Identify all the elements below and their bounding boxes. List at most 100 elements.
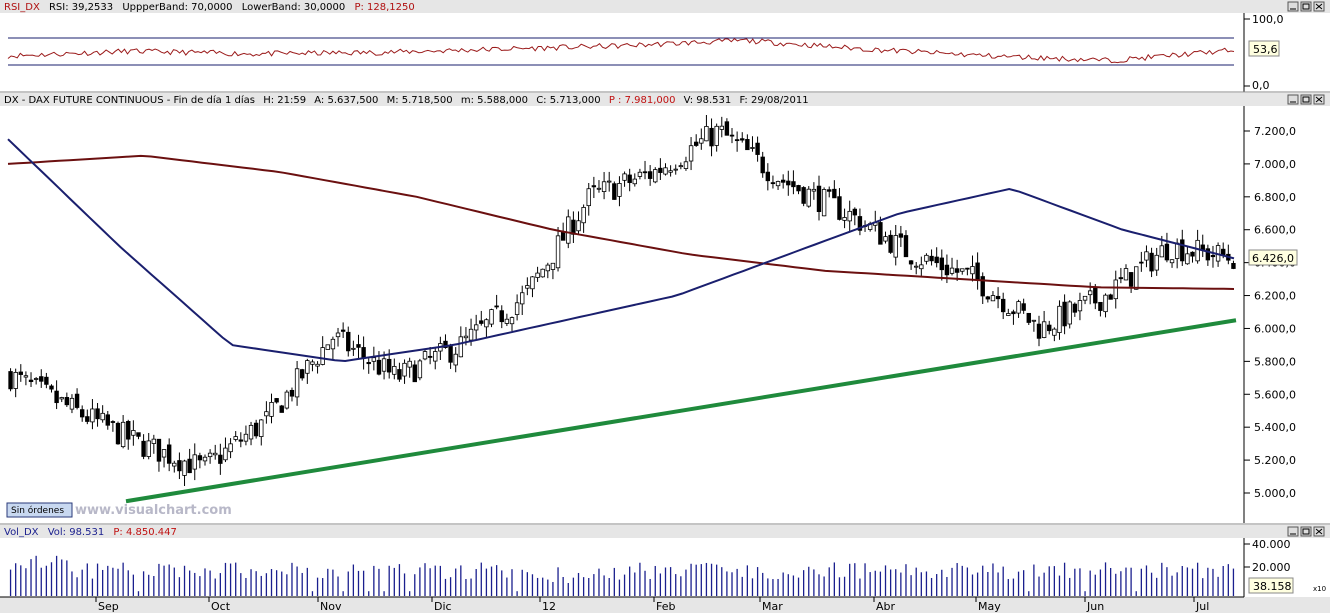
candle <box>960 268 965 275</box>
candle <box>1031 319 1037 332</box>
candle <box>1128 272 1134 293</box>
candle <box>110 420 116 432</box>
candle <box>499 305 504 329</box>
candle <box>453 347 458 373</box>
price-tick-label: 7.000,0 <box>1254 158 1296 171</box>
candle <box>1231 260 1236 270</box>
candle <box>693 134 699 147</box>
x-tick-label: Mar <box>762 600 783 613</box>
candle <box>586 182 591 216</box>
x-tick-label: 12 <box>542 600 556 613</box>
price-tick-label: 6.200,0 <box>1254 290 1296 303</box>
candle <box>310 359 315 372</box>
price-window-buttons[interactable] <box>1287 94 1325 105</box>
moving-average-long <box>7 154 1235 290</box>
candle <box>1077 292 1083 321</box>
candle <box>1026 312 1031 325</box>
candle <box>627 168 632 192</box>
candle <box>172 460 177 473</box>
candle <box>514 294 520 321</box>
candle <box>591 176 597 199</box>
candlesticks <box>8 114 1236 487</box>
x-tick-label: Oct <box>211 600 231 613</box>
rsi-panel: RSI_DX RSI: 39,2533 UppperBand: 70,0000 … <box>0 0 1330 93</box>
candle <box>1185 246 1190 265</box>
price-c: C: 5.713,000 <box>536 95 600 106</box>
candle <box>980 272 985 305</box>
candle <box>305 358 310 384</box>
candle <box>530 276 535 298</box>
candle <box>28 372 34 387</box>
rsi-value: RSI: 39,2533 <box>49 2 113 13</box>
rsi-tick-0: 0,0 <box>1252 79 1270 92</box>
candle <box>724 118 730 136</box>
rsi-current-label: 53,6 <box>1253 43 1278 56</box>
candle <box>555 226 561 272</box>
candle <box>995 287 1001 309</box>
candle <box>161 449 167 468</box>
x-tick-label: Abr <box>876 600 896 613</box>
candle <box>156 438 162 472</box>
candle <box>284 389 290 410</box>
candle <box>699 128 704 150</box>
candle <box>637 168 643 180</box>
candle <box>970 255 975 282</box>
x-tick-label: Sep <box>98 600 119 613</box>
candle <box>33 377 39 385</box>
price-mlow: m: 5.588,000 <box>461 95 528 106</box>
candle <box>402 359 407 384</box>
price-tick-label: 7.200,0 <box>1254 125 1296 138</box>
candle <box>908 260 914 270</box>
candle <box>1052 327 1057 342</box>
candle <box>397 362 402 382</box>
candle <box>371 346 377 371</box>
candle <box>525 277 530 296</box>
volume-window-buttons[interactable] <box>1287 526 1325 537</box>
candle <box>136 432 141 440</box>
price-f: F: 29/08/2011 <box>739 95 808 106</box>
candle <box>325 344 330 350</box>
candle <box>1195 229 1200 264</box>
candle <box>596 180 602 193</box>
candle <box>857 208 863 236</box>
candle <box>346 326 351 357</box>
candle <box>1082 295 1088 305</box>
candle <box>806 186 811 208</box>
candle <box>120 415 126 449</box>
candle <box>335 327 341 347</box>
candle <box>223 437 228 463</box>
candle <box>233 431 238 442</box>
candle <box>683 156 689 171</box>
price-header-bar <box>0 93 1330 106</box>
candle <box>300 368 305 381</box>
price-current-badge: 6.426,0 <box>1248 249 1298 266</box>
candle <box>658 158 663 180</box>
candle <box>673 164 678 175</box>
rsi-window-buttons[interactable] <box>1287 1 1325 12</box>
price-p: P : 7.981,000 <box>609 95 676 106</box>
volume-current-label: 38.158 <box>1253 580 1292 593</box>
candle <box>612 181 617 200</box>
sin-ordenes-button[interactable]: Sin órdenes <box>6 502 73 518</box>
candle <box>601 172 607 200</box>
candle <box>361 336 366 370</box>
candle <box>934 247 939 268</box>
candle <box>954 259 960 281</box>
candle <box>1180 229 1185 266</box>
candle <box>571 211 576 243</box>
candle <box>1139 251 1144 272</box>
candle <box>898 225 904 247</box>
candle <box>755 136 760 162</box>
x-tick-label: Dic <box>434 600 452 613</box>
candle <box>540 268 545 278</box>
candle <box>151 434 157 454</box>
candle <box>714 123 719 152</box>
candle <box>965 267 970 276</box>
candle <box>438 336 443 360</box>
candle <box>939 249 944 281</box>
candle <box>458 326 464 358</box>
candle <box>320 336 325 366</box>
candle <box>632 173 637 187</box>
candle <box>182 459 187 487</box>
candle <box>919 256 924 278</box>
